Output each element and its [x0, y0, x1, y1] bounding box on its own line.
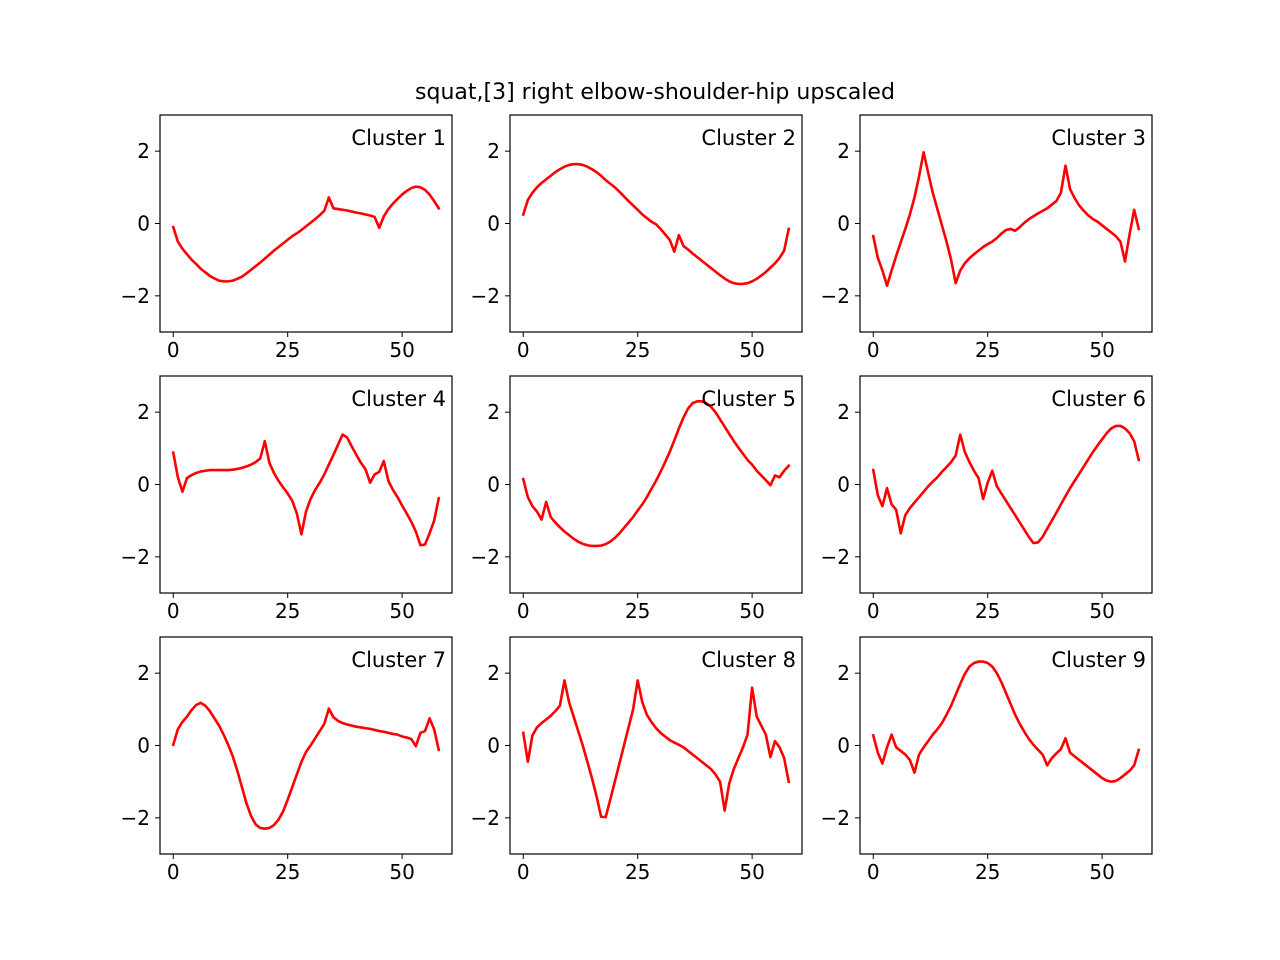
subplot-cluster-4: 0 25 50 −2 0 2 Cluster 4: [121, 375, 453, 623]
subplot-cluster-3: 0 25 50 −2 0 2 Cluster 3: [821, 114, 1153, 362]
x-tick-label: 50: [1089, 599, 1114, 623]
y-tick-label: −2: [121, 545, 150, 569]
x-tick-label: 25: [275, 860, 300, 884]
series-line-cluster-7: [171, 701, 441, 830]
x-tick-label: 0: [167, 599, 180, 623]
x-tick-label: 25: [625, 338, 650, 362]
y-tick-label: −2: [821, 806, 850, 830]
x-tick-label: 0: [517, 860, 530, 884]
x-tick-label: 50: [1089, 338, 1114, 362]
subplot-cluster-8: 0 25 50 −2 0 2 Cluster 8: [471, 636, 803, 884]
cluster-label: Cluster 4: [351, 387, 446, 411]
y-tick-label: 0: [487, 473, 500, 497]
cluster-label: Cluster 8: [701, 648, 796, 672]
x-tick-label: 50: [389, 338, 414, 362]
x-tick-label: 0: [167, 860, 180, 884]
x-tick-label: 50: [389, 860, 414, 884]
x-tick-label: 50: [739, 599, 764, 623]
y-tick-label: −2: [471, 806, 500, 830]
y-tick-label: 2: [487, 400, 500, 424]
y-tick-label: −2: [121, 284, 150, 308]
series-line-cluster-6: [871, 424, 1141, 545]
cluster-label: Cluster 1: [351, 126, 446, 150]
y-tick-label: 0: [137, 212, 150, 236]
subplot-cluster-9: 0 25 50 −2 0 2 Cluster 9: [821, 636, 1153, 884]
subplot-grid: 0 25 50 −2 0 2 Cluster 1 0 25 50 −2 0 2 Cluster 2 0 25 5…: [121, 114, 1153, 884]
x-tick-label: 50: [389, 599, 414, 623]
y-tick-label: 2: [137, 400, 150, 424]
y-tick-label: 2: [487, 139, 500, 163]
x-tick-label: 0: [867, 599, 880, 623]
x-tick-label: 0: [167, 338, 180, 362]
y-tick-label: 2: [837, 400, 850, 424]
subplot-cluster-2: 0 25 50 −2 0 2 Cluster 2: [471, 114, 803, 362]
y-tick-label: 0: [137, 734, 150, 758]
x-tick-label: 25: [975, 860, 1000, 884]
x-tick-label: 0: [867, 338, 880, 362]
series-line-cluster-4: [171, 433, 441, 547]
y-tick-label: 2: [137, 139, 150, 163]
x-tick-label: 0: [517, 599, 530, 623]
y-tick-label: −2: [471, 545, 500, 569]
cluster-label: Cluster 7: [351, 648, 446, 672]
y-tick-label: 2: [137, 661, 150, 685]
x-tick-label: 25: [275, 599, 300, 623]
x-tick-label: 50: [739, 338, 764, 362]
series-line-cluster-9: [871, 660, 1141, 783]
y-tick-label: 0: [837, 212, 850, 236]
series-line-cluster-5: [521, 400, 791, 548]
cluster-label: Cluster 2: [701, 126, 796, 150]
y-tick-label: 0: [487, 734, 500, 758]
y-tick-label: 0: [137, 473, 150, 497]
x-tick-label: 25: [625, 860, 650, 884]
x-tick-label: 25: [275, 338, 300, 362]
y-tick-label: 2: [837, 661, 850, 685]
series-line-cluster-8: [521, 679, 791, 819]
y-tick-label: 0: [837, 734, 850, 758]
series-line-cluster-1: [171, 185, 441, 283]
cluster-label: Cluster 5: [701, 387, 796, 411]
subplot-cluster-1: 0 25 50 −2 0 2 Cluster 1: [121, 114, 453, 362]
figure-title: squat,[3] right elbow-shoulder-hip upsca…: [415, 80, 895, 105]
subplot-cluster-6: 0 25 50 −2 0 2 Cluster 6: [821, 375, 1153, 623]
series-line-cluster-2: [521, 162, 791, 286]
x-tick-label: 25: [975, 599, 1000, 623]
y-tick-label: −2: [471, 284, 500, 308]
series-line-cluster-3: [871, 150, 1141, 288]
subplot-cluster-7: 0 25 50 −2 0 2 Cluster 7: [121, 636, 453, 884]
y-tick-label: 2: [837, 139, 850, 163]
y-tick-label: −2: [821, 284, 850, 308]
cluster-label: Cluster 3: [1051, 126, 1146, 150]
x-tick-label: 25: [975, 338, 1000, 362]
x-tick-label: 25: [625, 599, 650, 623]
y-tick-label: 2: [487, 661, 500, 685]
cluster-label: Cluster 9: [1051, 648, 1146, 672]
x-tick-label: 0: [867, 860, 880, 884]
y-tick-label: 0: [487, 212, 500, 236]
x-tick-label: 50: [739, 860, 764, 884]
subplot-cluster-5: 0 25 50 −2 0 2 Cluster 5: [471, 375, 803, 623]
x-tick-label: 0: [517, 338, 530, 362]
y-tick-label: 0: [837, 473, 850, 497]
y-tick-label: −2: [821, 545, 850, 569]
cluster-label: Cluster 6: [1051, 387, 1146, 411]
y-tick-label: −2: [121, 806, 150, 830]
x-tick-label: 50: [1089, 860, 1114, 884]
